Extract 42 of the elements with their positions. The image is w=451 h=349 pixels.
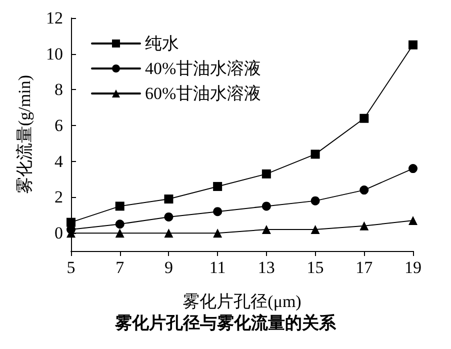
point xyxy=(164,228,174,238)
x-tick-label: 9 xyxy=(164,258,173,277)
point xyxy=(310,224,320,234)
point xyxy=(213,228,222,238)
y-axis-title: 雾化流量(g/min) xyxy=(15,75,34,194)
text: 雾化片孔径与雾化流量的关系 xyxy=(114,314,337,334)
point xyxy=(310,196,320,206)
point xyxy=(360,221,369,230)
point xyxy=(262,202,271,211)
point xyxy=(408,40,418,50)
point xyxy=(115,228,124,238)
x-tick-label: 15 xyxy=(306,258,324,277)
x-tick-label: 17 xyxy=(356,258,374,277)
point xyxy=(213,207,222,216)
y-tick-label: 6 xyxy=(54,116,63,136)
y-tick-label: 0 xyxy=(54,224,63,243)
point xyxy=(262,169,271,178)
point xyxy=(360,186,369,195)
y-tick-label: 10 xyxy=(46,44,63,64)
point xyxy=(164,194,174,204)
legend-label: 60%甘油水溶液 xyxy=(145,84,262,103)
point xyxy=(115,220,124,229)
legend-label: 纯水 xyxy=(145,34,179,53)
y-tick-label: 8 xyxy=(54,80,63,100)
x-tick-label: 19 xyxy=(404,258,422,277)
point xyxy=(213,182,222,191)
point xyxy=(408,164,418,174)
point xyxy=(164,212,174,222)
point xyxy=(262,224,271,234)
legend-label: 40%甘油水溶液 xyxy=(145,59,262,78)
x-tick-label: 11 xyxy=(209,258,226,277)
x-axis-title: 雾化片孔径(μm) xyxy=(182,292,302,311)
y-tick-label: 4 xyxy=(54,152,64,171)
x-tick-label: 13 xyxy=(258,258,275,277)
point xyxy=(310,150,320,159)
point xyxy=(115,202,124,211)
x-tick-label: 7 xyxy=(116,258,125,277)
y-tick-label: 12 xyxy=(46,8,63,28)
y-tick-label: 2 xyxy=(54,188,63,207)
point xyxy=(360,114,369,123)
point xyxy=(408,216,418,226)
x-tick-label: 5 xyxy=(66,258,76,277)
